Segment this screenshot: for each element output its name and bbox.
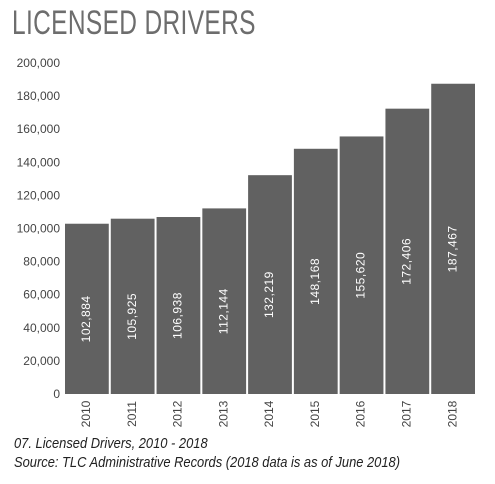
bar-2018 bbox=[431, 83, 475, 394]
y-tick-label: 0 bbox=[53, 387, 60, 401]
bar-value-label: 105,925 bbox=[125, 293, 139, 340]
x-tick-label: 2011 bbox=[125, 401, 139, 427]
y-tick-label: 180,000 bbox=[17, 89, 61, 103]
y-tick-label: 120,000 bbox=[17, 188, 61, 202]
bar-value-label: 106,938 bbox=[171, 292, 185, 339]
y-tick-label: 100,000 bbox=[17, 222, 61, 236]
bars-group: 102,884 105,925 106,938 112,144 132,219 148,1… bbox=[65, 83, 475, 395]
x-tick-label: 2013 bbox=[216, 400, 230, 427]
bar-2015 bbox=[293, 148, 338, 394]
bar-2011 bbox=[110, 218, 155, 394]
x-axis: 2010 2011 2012 2013 2014 2015 2016 2017 2018 bbox=[79, 400, 459, 427]
bar-2010 bbox=[65, 223, 109, 394]
x-tick-label: 2014 bbox=[262, 400, 276, 427]
x-tick-label: 2010 bbox=[79, 400, 93, 427]
x-tick-label: 2012 bbox=[171, 400, 185, 427]
bar-value-label: 148,168 bbox=[308, 258, 322, 305]
y-axis: 0 20,000 40,000 60,000 80,000 100,000 120,000 1… bbox=[17, 56, 61, 401]
source-note: Source: TLC Administrative Records (2018… bbox=[14, 454, 401, 471]
bar-2016 bbox=[339, 136, 384, 394]
y-tick-label: 20,000 bbox=[23, 354, 60, 368]
bar-2014 bbox=[248, 175, 292, 394]
bar-chart: 0 20,000 40,000 60,000 80,000 100,000 120,000 1… bbox=[17, 56, 475, 427]
x-tick-label: 2015 bbox=[308, 400, 322, 427]
y-tick-label: 160,000 bbox=[17, 122, 61, 136]
y-tick-label: 140,000 bbox=[17, 155, 61, 169]
x-tick-label: 2016 bbox=[354, 400, 368, 427]
bar-2013 bbox=[202, 208, 247, 394]
bar-value-label: 132,219 bbox=[262, 271, 276, 318]
bar-2017 bbox=[385, 108, 430, 395]
y-tick-label: 80,000 bbox=[23, 255, 60, 269]
x-tick-label: 2018 bbox=[445, 400, 459, 427]
y-tick-label: 40,000 bbox=[23, 321, 60, 335]
bar-value-label: 112,144 bbox=[216, 288, 230, 334]
y-tick-label: 60,000 bbox=[23, 288, 60, 302]
y-tick-label: 200,000 bbox=[17, 56, 61, 70]
bar-value-label: 155,620 bbox=[354, 252, 368, 299]
chart-title: LICENSED DRIVERS bbox=[12, 4, 256, 42]
bar-value-label: 187,467 bbox=[445, 225, 459, 272]
bar-value-label: 102,884 bbox=[79, 295, 93, 342]
figure-caption: 07. Licensed Drivers, 2010 - 2018 bbox=[14, 435, 208, 452]
bar-value-label: 172,406 bbox=[400, 238, 414, 285]
bar-2012 bbox=[156, 217, 201, 394]
x-tick-label: 2017 bbox=[400, 400, 414, 427]
